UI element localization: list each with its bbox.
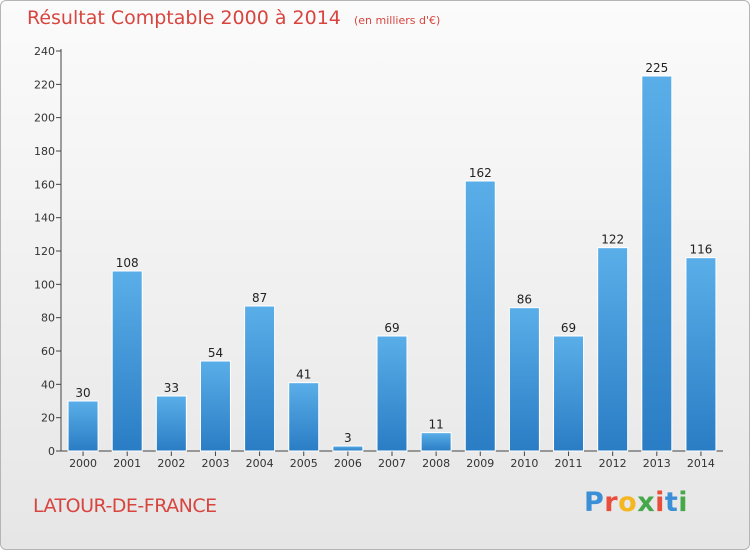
x-tick-label-2004: 2004 — [246, 457, 274, 470]
brand-letter: P — [584, 487, 605, 518]
bar-2002 — [155, 395, 187, 452]
x-tick-label-2007: 2007 — [378, 457, 406, 470]
x-tick-label-2003: 2003 — [201, 457, 229, 470]
x-tick-label-2006: 2006 — [334, 457, 362, 470]
bars — [67, 75, 717, 452]
y-tick-label: 80 — [41, 312, 55, 325]
bar-2008 — [420, 432, 452, 452]
x-tick-label-2002: 2002 — [157, 457, 185, 470]
value-label-2010: 86 — [517, 293, 532, 307]
brand-letter: t — [664, 487, 679, 518]
bar-2000 — [67, 400, 99, 452]
bar-2012 — [597, 247, 629, 452]
value-label-2007: 69 — [384, 321, 399, 335]
bar-2004 — [244, 305, 276, 452]
chart-subtitle: (en milliers d'€) — [353, 14, 441, 27]
x-tick-label-2010: 2010 — [510, 457, 538, 470]
value-label-2006: 3 — [344, 431, 352, 445]
y-tick-label: 120 — [34, 245, 55, 258]
x-tick-label-2008: 2008 — [422, 457, 450, 470]
value-label-2009: 162 — [469, 166, 492, 180]
x-tick-label-2013: 2013 — [643, 457, 671, 470]
bar-2006 — [332, 445, 364, 452]
y-tick-label: 200 — [34, 112, 55, 125]
brand-letter: i — [655, 487, 665, 518]
x-tick-label-2014: 2014 — [687, 457, 715, 470]
x-tick-label-2000: 2000 — [69, 457, 97, 470]
value-label-2008: 11 — [428, 418, 443, 432]
y-tick-label: 40 — [41, 378, 55, 391]
y-tick-label: 20 — [41, 412, 55, 425]
bar-2014 — [685, 257, 717, 452]
y-tick-label: 140 — [34, 212, 55, 225]
y-tick-label: 60 — [41, 345, 55, 358]
bar-2005 — [288, 382, 320, 452]
value-label-2011: 69 — [561, 321, 576, 335]
bar-2007 — [376, 335, 408, 452]
bar-2009 — [464, 180, 496, 452]
bar-2001 — [111, 270, 143, 452]
bar-2011 — [553, 335, 585, 452]
x-tick-label-2011: 2011 — [555, 457, 583, 470]
y-tick-label: 160 — [34, 178, 55, 191]
bar-2010 — [508, 307, 540, 452]
location-name: LATOUR-DE-FRANCE — [33, 495, 217, 517]
y-tick-label: 240 — [34, 45, 55, 58]
y-tick-label: 220 — [34, 78, 55, 91]
title-row: Résultat Comptable 2000 à 2014 (en milli… — [27, 7, 440, 29]
value-label-2005: 41 — [296, 368, 311, 382]
y-tick-label: 0 — [48, 445, 55, 458]
y-tick-label: 100 — [34, 278, 55, 291]
brand-letter: r — [604, 487, 619, 518]
value-label-2012: 122 — [601, 233, 624, 247]
brand-letter: i — [678, 487, 689, 518]
bar-2003 — [199, 360, 231, 452]
x-tick-label-2009: 2009 — [466, 457, 494, 470]
value-label-2000: 30 — [75, 386, 90, 400]
x-tick-label-2012: 2012 — [599, 457, 627, 470]
brand-letter: o — [618, 487, 638, 518]
value-label-2003: 54 — [208, 346, 223, 360]
x-tick-label-2001: 2001 — [113, 457, 141, 470]
labels: 30 2000 108 2001 33 2002 54 2003 87 2004 41 2005 3 20… — [69, 61, 715, 470]
value-label-2014: 116 — [689, 243, 712, 257]
value-label-2004: 87 — [252, 291, 267, 305]
brand-letter: x — [637, 487, 656, 518]
bar-2013 — [641, 75, 673, 452]
value-label-2002: 33 — [164, 381, 179, 395]
chart-title: Résultat Comptable 2000 à 2014 — [27, 7, 341, 29]
brand-logo: Proxiti — [584, 487, 688, 518]
x-tick-label-2005: 2005 — [290, 457, 318, 470]
y-tick-label: 180 — [34, 145, 55, 158]
value-label-2001: 108 — [116, 256, 139, 270]
value-label-2013: 225 — [645, 61, 668, 75]
